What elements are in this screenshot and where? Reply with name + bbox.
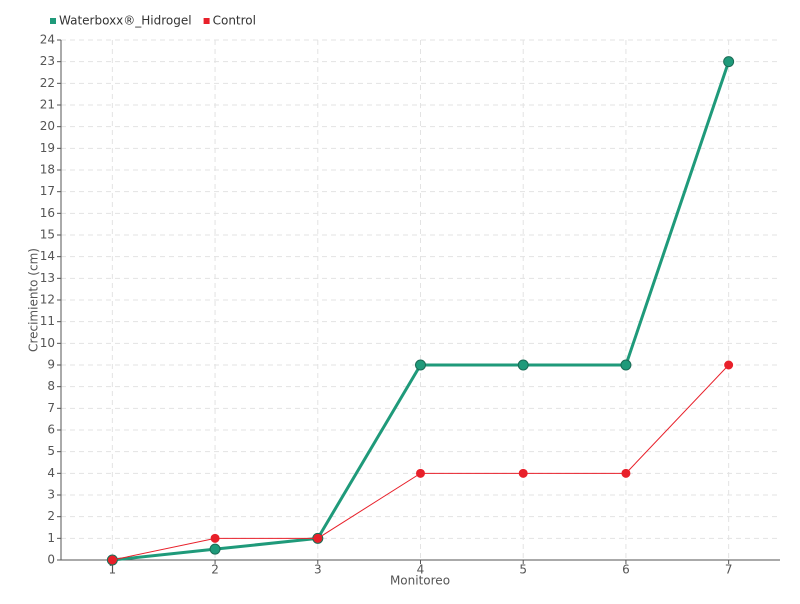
- y-tick-label: 6: [47, 423, 55, 437]
- y-tick-label: 15: [40, 228, 55, 242]
- x-tick-label: 1: [109, 563, 117, 577]
- data-point: [620, 359, 632, 371]
- data-point: [210, 533, 220, 543]
- y-axis-label: Crecimiento (cm): [27, 248, 41, 352]
- y-tick-label: 10: [40, 336, 55, 350]
- data-point: [621, 468, 631, 478]
- y-tick-label: 13: [40, 271, 55, 285]
- legend-swatch: [203, 18, 210, 24]
- y-tick-label: 9: [47, 358, 55, 372]
- y-tick-label: 2: [47, 509, 55, 523]
- data-point: [209, 543, 221, 555]
- legend-label: Control: [213, 14, 256, 28]
- y-tick-label: 19: [40, 141, 55, 155]
- x-tick-label: 5: [519, 563, 527, 577]
- y-tick-label: 3: [47, 488, 55, 502]
- y-tick-label: 20: [40, 119, 55, 133]
- y-tick-label: 0: [47, 553, 55, 567]
- y-tick-label: 18: [40, 163, 55, 177]
- y-tick-label: 14: [40, 249, 55, 263]
- y-tick-label: 4: [47, 466, 55, 480]
- legend-label: Waterboxx®_Hidrogel: [59, 14, 192, 28]
- x-tick-label: 7: [725, 563, 733, 577]
- y-tick-label: 22: [40, 76, 55, 90]
- data-point: [415, 359, 426, 371]
- y-tick-label: 12: [40, 293, 55, 307]
- y-tick-label: 1: [47, 531, 55, 545]
- y-tick-label: 8: [47, 379, 55, 393]
- y-tick-label: 21: [40, 98, 55, 112]
- data-point: [724, 360, 734, 370]
- y-tick-label: 5: [47, 444, 55, 458]
- data-point: [723, 56, 735, 68]
- y-tick-label: 16: [40, 206, 55, 220]
- x-tick-label: 2: [211, 563, 219, 577]
- x-tick-label: 3: [314, 563, 322, 577]
- y-tick-label: 24: [40, 33, 55, 47]
- data-point: [416, 468, 425, 478]
- y-tick-label: 11: [40, 314, 55, 328]
- y-tick-label: 17: [40, 184, 55, 198]
- legend-swatch: [50, 18, 56, 24]
- x-tick-label: 6: [622, 563, 630, 577]
- data-point: [517, 359, 529, 371]
- data-point: [313, 533, 323, 543]
- y-tick-label: 23: [40, 54, 55, 68]
- y-tick-label: 7: [47, 401, 55, 415]
- data-point: [107, 555, 117, 565]
- x-axis-label: Monitoreo: [390, 574, 450, 588]
- x-tick-label: 4: [417, 563, 425, 577]
- data-point: [518, 468, 528, 478]
